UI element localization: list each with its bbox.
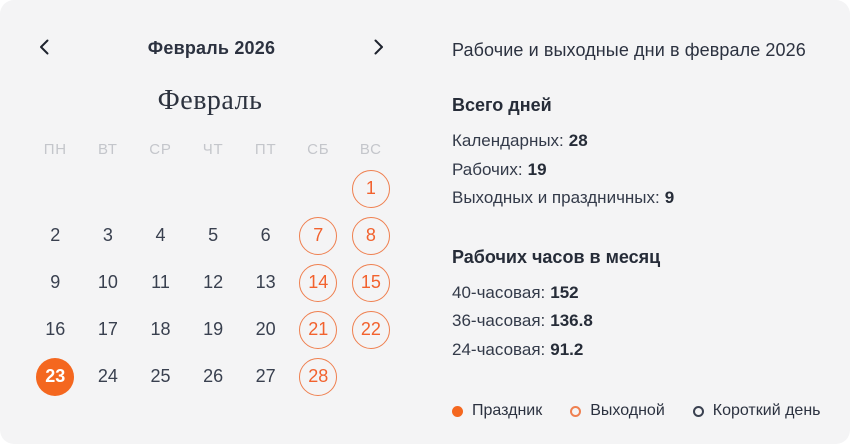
working-hours-heading: Рабочих часов в месяц [452, 246, 661, 267]
stat-value: 91.2 [550, 339, 584, 359]
legend: Праздник Выходной Короткий день [452, 402, 826, 420]
month-heading: Февраль [157, 85, 263, 116]
weekday-header: ВТ [98, 140, 118, 158]
calendar-day-21: 21 [299, 310, 338, 349]
chevron-left-icon [39, 39, 49, 58]
stat-value: 28 [568, 131, 588, 150]
stat-value: 19 [527, 159, 547, 179]
calendar-day-5: 5 [208, 225, 219, 245]
stat-label: 36-часовая: [452, 311, 546, 330]
stat-label: 24-часовая: [452, 339, 546, 359]
stat-value: 9 [664, 188, 675, 207]
calendar-day-20: 20 [255, 319, 276, 339]
info-title: Рабочие и выходные дни в феврале 2026 [452, 40, 806, 60]
holiday-dot-icon [452, 405, 463, 417]
weekday-header: ВС [359, 140, 382, 158]
total-days-section: Всего дней Календарных: 28 Рабочих: 19 Вых… [452, 95, 826, 213]
legend-item-short-day: Короткий день [692, 402, 821, 420]
calendar-day-2: 2 [50, 225, 61, 245]
stat-label: Рабочих: [452, 159, 523, 179]
calendar-day-7: 7 [299, 216, 338, 255]
calendar-nav-title: Февраль 2026 [147, 37, 276, 58]
next-month-button[interactable] [368, 37, 390, 59]
calendar-day-8: 8 [351, 216, 390, 255]
weekday-header: СБ [307, 140, 330, 158]
calendar-day-11: 11 [151, 272, 170, 292]
stat-40-hour: 40-часовая: 152 [452, 279, 826, 308]
calendar-day-1: 1 [351, 169, 390, 208]
calendar-day-10: 10 [97, 272, 118, 292]
stat-label: 40-часовая: [452, 282, 546, 302]
legend-label: Праздник [472, 402, 543, 419]
calendar-day-3: 3 [102, 225, 113, 245]
info-panel: Рабочие и выходные дни в феврале 2026 Вс… [420, 0, 850, 444]
calendar-day-14: 14 [299, 263, 338, 302]
stat-value: 136.8 [550, 311, 593, 330]
calendar-day-9: 9 [50, 272, 61, 292]
weekend-circle-icon [570, 405, 582, 417]
stat-working-days: Рабочих: 19 [452, 156, 826, 185]
calendar-grid: 1 2 3 4 5 6 7 8 9 10 11 12 13 14 15 16 17 18 19 20 21 22 23 24 2… [29, 165, 420, 400]
total-days-heading: Всего дней [452, 95, 552, 115]
calendar-day-26: 26 [203, 366, 224, 386]
stat-weekend-days: Выходных и праздничных: 9 [452, 184, 826, 213]
stat-24-hour: 24-часовая: 91.2 [452, 336, 826, 365]
calendar-day-24: 24 [97, 366, 118, 386]
stat-label: Календарных: [452, 131, 564, 150]
calendar-day-13: 13 [255, 272, 276, 292]
calendar-day-19: 19 [203, 319, 224, 339]
legend-label: Выходной [590, 402, 665, 419]
legend-item-holiday: Праздник [452, 402, 542, 420]
calendar-day-16: 16 [45, 319, 66, 339]
weekday-row: ПН ВТ СР ЧТ ПТ СБ ВС [29, 134, 420, 164]
prev-month-button[interactable] [33, 37, 55, 59]
calendar-day-12: 12 [203, 272, 224, 292]
stat-label: Выходных и праздничных: [452, 188, 660, 207]
calendar-day-17: 17 [97, 319, 118, 339]
stat-36-hour: 36-часовая: 136.8 [452, 307, 826, 336]
working-hours-section: Рабочих часов в месяц 40-часовая: 152 36-… [452, 247, 826, 365]
weekday-header: ПН [43, 140, 67, 158]
calendar-day-18: 18 [150, 319, 171, 339]
weekday-header: ЧТ [202, 140, 224, 158]
calendar-day-15: 15 [351, 263, 390, 302]
calendar-day-4: 4 [155, 225, 166, 245]
weekday-header: ПТ [254, 140, 277, 158]
weekday-header: СР [149, 140, 172, 158]
stat-value: 152 [550, 282, 579, 302]
calendar-day-23: 23 [36, 357, 75, 396]
calendar-day-28: 28 [299, 357, 338, 396]
calendar-day-6: 6 [260, 225, 271, 245]
calendar-day-22: 22 [351, 310, 390, 349]
calendar-day-25: 25 [150, 366, 171, 386]
short-day-circle-icon [692, 405, 704, 417]
calendar-day-27: 27 [255, 366, 276, 386]
stat-calendar-days: Календарных: 28 [452, 127, 826, 156]
calendar-nav: Февраль 2026 [0, 36, 420, 60]
legend-item-weekend: Выходной [570, 402, 665, 420]
legend-label: Короткий день [712, 402, 821, 419]
chevron-right-icon [374, 39, 384, 58]
